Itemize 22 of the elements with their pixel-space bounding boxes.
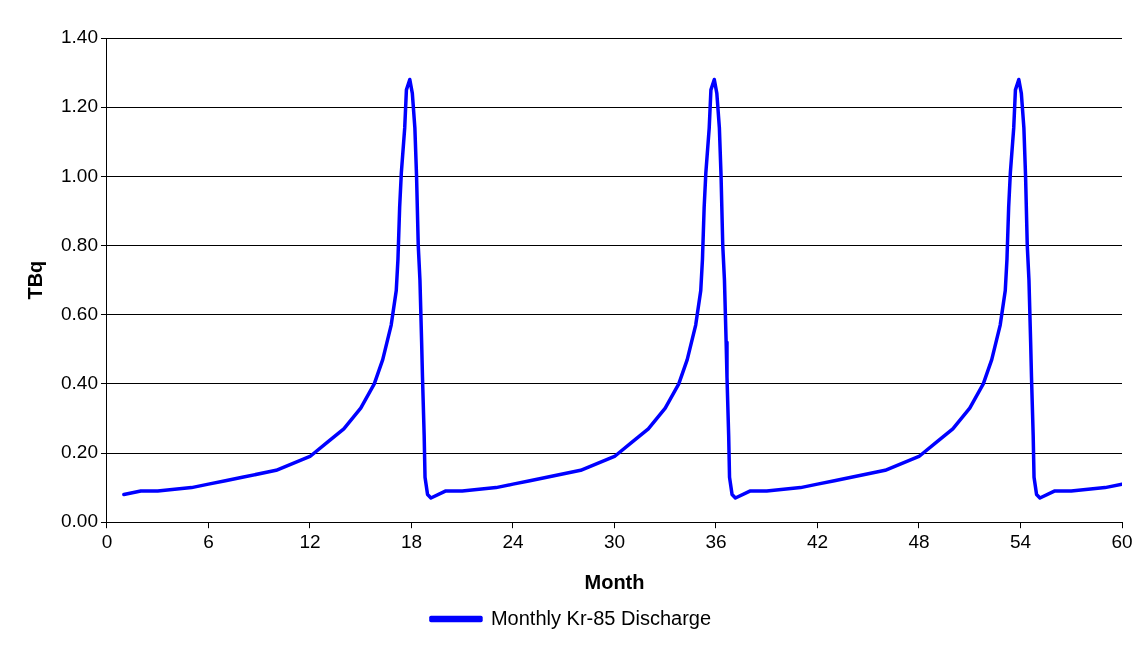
x-tick-label: 54 [1009,530,1032,552]
x-tick-label: 24 [502,530,524,552]
y-tick-label: 0.40 [61,372,98,394]
x-tick-label: 42 [806,530,829,552]
y-tick-label: 1.20 [61,95,98,117]
x-tick-label: 36 [705,530,727,552]
y-tick-label: 1.00 [61,164,98,186]
x-axis-title: Month [584,570,645,593]
x-tick-label: 18 [400,530,423,552]
x-tick-label: 60 [1111,530,1133,552]
x-tick-label: 48 [908,530,930,552]
y-tick-label: 0.60 [61,302,98,324]
y-tick-label: 0.20 [61,441,98,463]
x-tick-label: 12 [299,530,321,552]
x-tick-label: 30 [603,530,626,552]
legend-label: Monthly Kr-85 Discharge [490,606,712,629]
x-tick-label: 0 [101,530,113,552]
y-tick-label: 1.40 [61,26,98,48]
y-tick-label: 0.80 [61,233,98,255]
x-tick-label: 6 [203,530,214,552]
y-axis-title: TBq [23,260,46,300]
y-tick-label: 0.00 [61,510,98,532]
